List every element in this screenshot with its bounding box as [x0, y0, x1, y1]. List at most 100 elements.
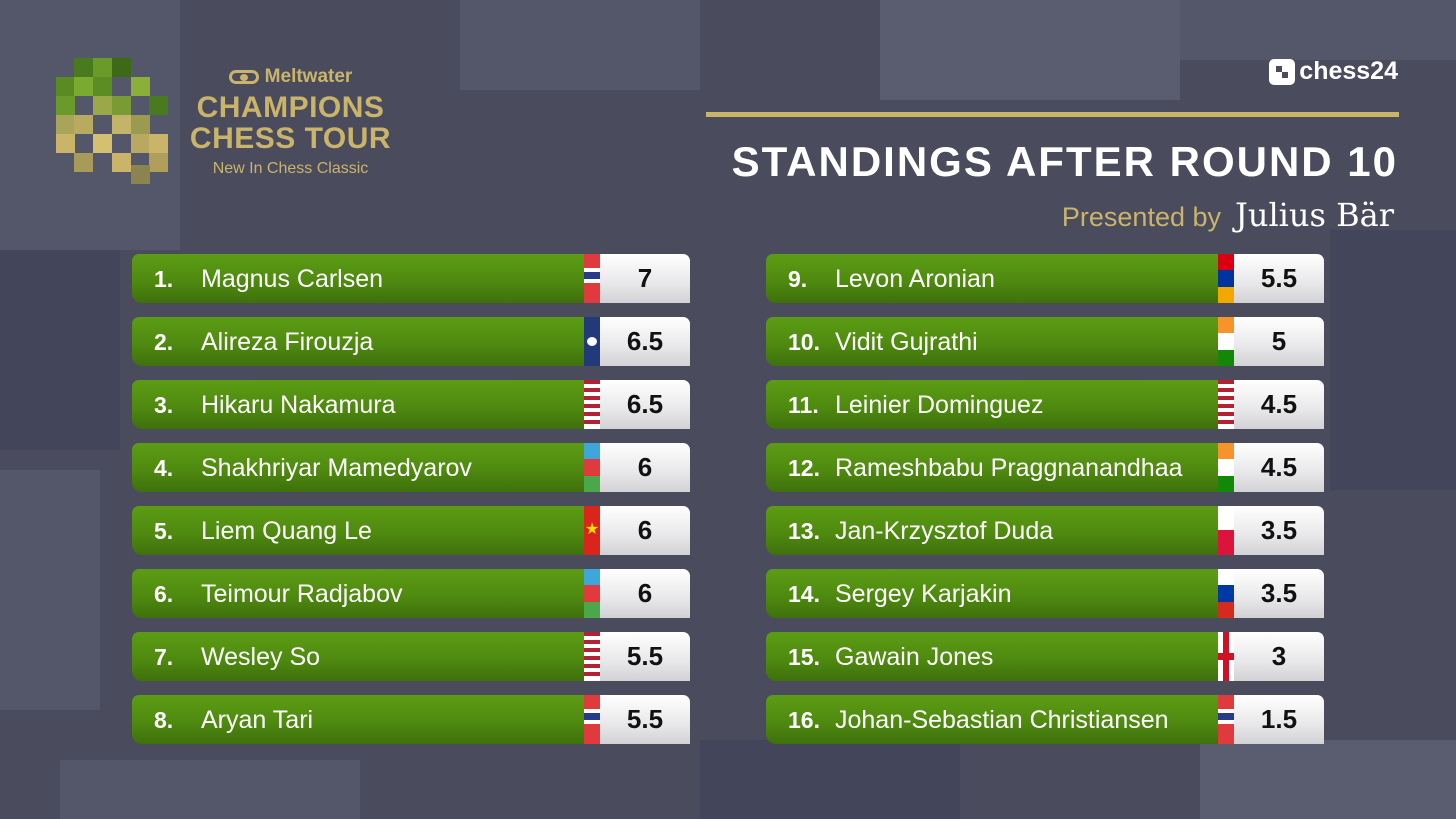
player-name: Hikaru Nakamura: [201, 391, 396, 419]
standings-right-column: 9. Levon Aronian 5.5 10. Vidit Gujrathi 5 11. L…: [766, 254, 1324, 758]
player-score: 5.5: [600, 632, 690, 681]
russia-flag-icon: [1218, 569, 1234, 618]
player-rank: 10.: [788, 329, 820, 355]
player-score: 5.5: [1234, 254, 1324, 303]
player-score: 1.5: [1234, 695, 1324, 744]
standings-left-column: 1. Magnus Carlsen 7 2. Alireza Firouzja 6.5 3.…: [132, 254, 690, 758]
standings-row: 13. Jan-Krzysztof Duda 3.5: [766, 506, 1324, 555]
norway-flag-icon: [1218, 695, 1234, 744]
azerbaijan-flag-icon: [584, 443, 600, 492]
player-name: Vidit Gujrathi: [835, 328, 978, 356]
player-name: Jan-Krzysztof Duda: [835, 517, 1054, 545]
player-name: Aryan Tari: [201, 706, 314, 734]
usa-flag-icon: [584, 380, 600, 429]
player-bar: [766, 380, 1218, 429]
standings-row: 4. Shakhriyar Mamedyarov 6: [132, 443, 690, 492]
title-divider: [706, 112, 1399, 117]
player-rank: 8.: [154, 707, 174, 733]
brand-block: Meltwater CHAMPIONS CHESS TOUR New In Ch…: [178, 66, 403, 178]
standings-row: 12. Rameshbabu Praggnanandhaa 4.5: [766, 443, 1324, 492]
standings-row: 11. Leinier Dominguez 4.5: [766, 380, 1324, 429]
player-rank: 15.: [788, 644, 820, 670]
standings-row: 10. Vidit Gujrathi 5: [766, 317, 1324, 366]
player-bar: [132, 506, 584, 555]
player-bar: [132, 380, 584, 429]
player-name: Liem Quang Le: [201, 517, 372, 545]
player-bar: [766, 569, 1218, 618]
player-score: 3.5: [1234, 569, 1324, 618]
player-bar: [132, 254, 584, 303]
player-bar: [132, 317, 584, 366]
player-score: 6: [600, 506, 690, 555]
poland-flag-icon: [1218, 506, 1234, 555]
fide-flag-icon: [584, 317, 600, 366]
india-flag-icon: [1218, 443, 1234, 492]
player-name: Sergey Karjakin: [835, 580, 1012, 608]
player-bar: [766, 317, 1218, 366]
tour-title-line2: CHESS TOUR: [189, 122, 392, 155]
player-rank: 2.: [154, 329, 174, 355]
player-score: 6: [600, 569, 690, 618]
player-name: Magnus Carlsen: [201, 265, 384, 293]
player-score: 5.5: [600, 695, 690, 744]
india-flag-icon: [1218, 317, 1234, 366]
player-score: 6.5: [600, 317, 690, 366]
player-name: Teimour Radjabov: [201, 580, 403, 608]
player-score: 4.5: [1234, 380, 1324, 429]
standings-row: 2. Alireza Firouzja 6.5: [132, 317, 690, 366]
player-bar: [766, 695, 1218, 744]
player-name: Shakhriyar Mamedyarov: [201, 454, 472, 482]
standings-row: 16. Johan-Sebastian Christiansen 1.5: [766, 695, 1324, 744]
standings-row: 14. Sergey Karjakin 3.5: [766, 569, 1324, 618]
player-name: Leinier Dominguez: [835, 391, 1044, 419]
player-score: 7: [600, 254, 690, 303]
player-bar: [132, 695, 584, 744]
player-rank: 16.: [788, 707, 820, 733]
standings-row: 1. Magnus Carlsen 7: [132, 254, 690, 303]
player-name: Rameshbabu Praggnanandhaa: [835, 454, 1183, 482]
chess24-logo: chess24: [1269, 57, 1398, 86]
player-rank: 9.: [788, 266, 808, 292]
standings-row: 8. Aryan Tari 5.5: [132, 695, 690, 744]
player-bar: [766, 254, 1218, 303]
norway-flag-icon: [584, 254, 600, 303]
player-bar: [766, 443, 1218, 492]
usa-flag-icon: [1218, 380, 1234, 429]
player-score: 6: [600, 443, 690, 492]
chess24-icon: [1269, 58, 1296, 85]
player-score: 4.5: [1234, 443, 1324, 492]
player-score: 3.5: [1234, 506, 1324, 555]
player-rank: 7.: [154, 644, 174, 670]
vietnam-flag-icon: ★: [584, 506, 600, 555]
player-rank: 13.: [788, 518, 820, 544]
player-rank: 1.: [154, 266, 174, 292]
standings-row: 9. Levon Aronian 5.5: [766, 254, 1324, 303]
tour-title-line1: CHAMPIONS: [196, 91, 385, 124]
usa-flag-icon: [584, 632, 600, 681]
player-bar: [766, 506, 1218, 555]
azerbaijan-flag-icon: [584, 569, 600, 618]
presented-by-label: Presented by: [1061, 202, 1221, 232]
player-name: Alireza Firouzja: [201, 328, 374, 356]
player-rank: 14.: [788, 581, 820, 607]
player-rank: 12.: [788, 455, 820, 481]
presenter-logo: Julius Bär: [1235, 196, 1394, 234]
norway-flag-icon: [584, 695, 600, 744]
player-rank: 4.: [154, 455, 174, 481]
event-name: New In Chess Classic: [212, 160, 369, 177]
standings-row: 3. Hikaru Nakamura 6.5: [132, 380, 690, 429]
meltwater-logo: Meltwater: [178, 66, 403, 88]
player-name: Johan-Sebastian Christiansen: [835, 706, 1169, 734]
presented-by: Presented by Julius Bär: [1062, 196, 1394, 234]
armenia-flag-icon: [1218, 254, 1234, 303]
sponsor-name: Meltwater: [264, 66, 353, 87]
meltwater-eye-icon: [228, 70, 259, 84]
player-rank: 11.: [788, 392, 819, 418]
standings-row: 5. Liem Quang Le ★ 6: [132, 506, 690, 555]
broadcaster-name: chess24: [1299, 57, 1398, 85]
player-score: 5: [1234, 317, 1324, 366]
england-flag-icon: [1218, 632, 1234, 681]
champions-chess-tour-logo-icon: [56, 58, 168, 184]
standings-row: 6. Teimour Radjabov 6: [132, 569, 690, 618]
